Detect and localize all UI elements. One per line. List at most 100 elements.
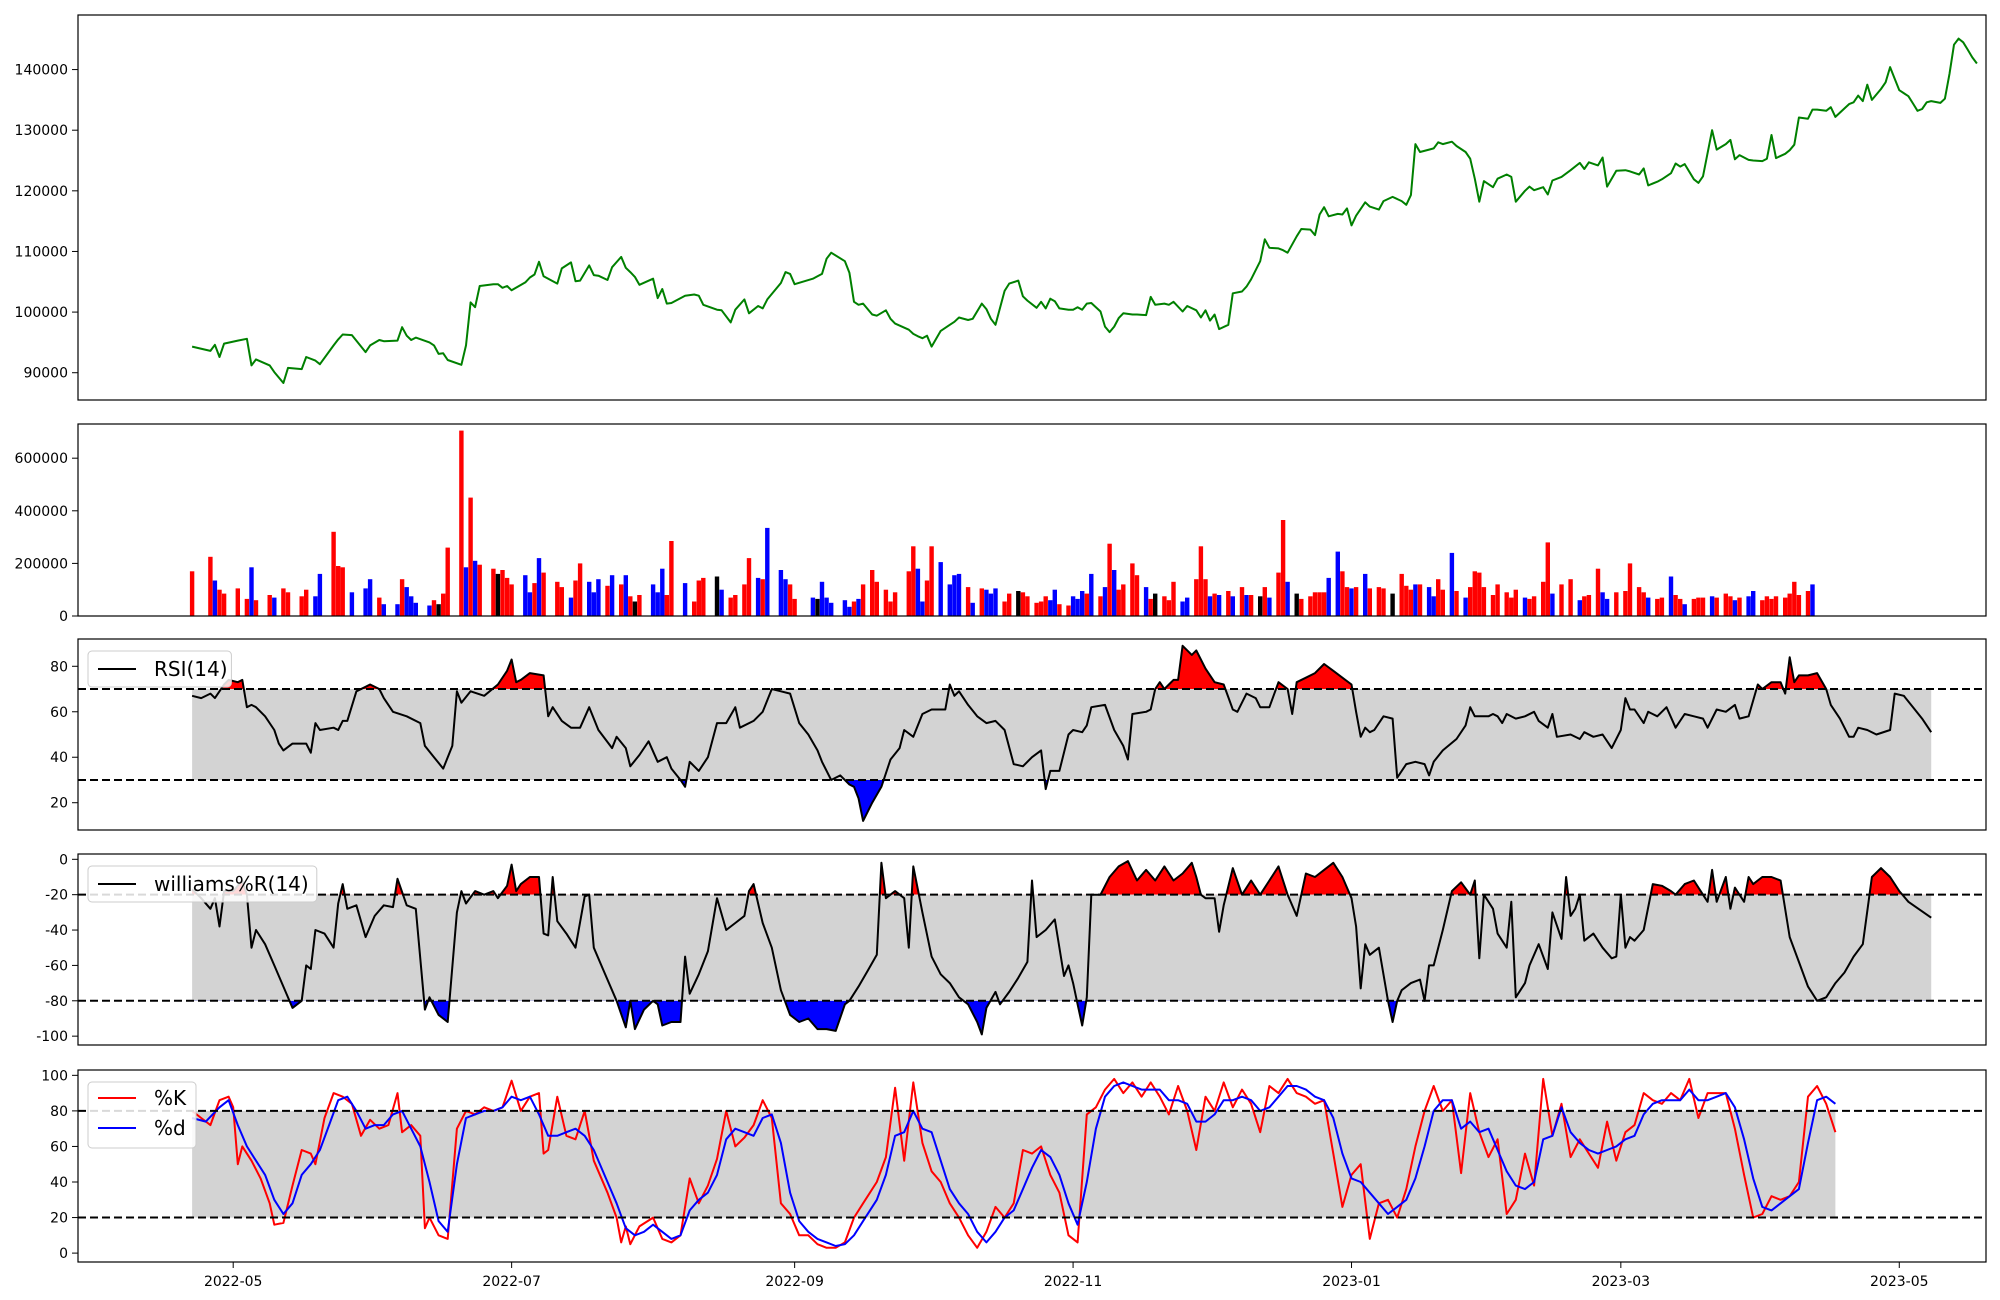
x-tick-label: 2022-07 <box>482 1274 541 1290</box>
volume-bar <box>1344 587 1350 616</box>
volume-bar <box>1449 552 1455 616</box>
volume-bar <box>1796 595 1802 616</box>
volume-bar <box>272 597 277 616</box>
stoch-legend-label: %K <box>154 1086 187 1110</box>
volume-bar <box>221 593 227 616</box>
volume-bar <box>340 567 345 616</box>
volume-bar <box>1226 591 1231 616</box>
volume-bar <box>1577 600 1582 616</box>
volume-bar <box>1089 573 1094 616</box>
volume-bar <box>810 597 816 616</box>
volume-bar <box>1732 600 1738 616</box>
volume-bar <box>596 579 601 616</box>
volume-bar <box>1481 587 1487 616</box>
volume-bar <box>1673 595 1678 616</box>
volume-bar <box>1216 595 1222 616</box>
volume-bar <box>1239 587 1245 616</box>
volume-bar <box>559 587 564 616</box>
williams-y-tick-label: -80 <box>45 994 68 1010</box>
volume-y-tick-label: 600000 <box>15 451 68 467</box>
volume-bar <box>1490 595 1496 616</box>
volume-bar <box>1299 598 1304 616</box>
volume-bar <box>1463 597 1468 616</box>
volume-bar <box>1792 581 1797 616</box>
volume-bar <box>1066 605 1071 616</box>
volume-bar <box>952 575 957 616</box>
volume-bar <box>1363 573 1368 616</box>
x-axis: 2022-05 2022-07 2022-09 2022-11 2023-01 2023-… <box>204 1262 1929 1290</box>
volume-bar <box>847 606 852 616</box>
volume-bar <box>669 541 674 616</box>
volume-bar <box>660 568 665 616</box>
williams-legend-box <box>87 865 318 903</box>
volume-bar <box>787 584 793 616</box>
volume-bar <box>655 592 660 616</box>
williams-legend: williams%R(14) <box>87 865 318 903</box>
stoch-y-tick-label: 40 <box>50 1175 68 1191</box>
volume-bar <box>1308 596 1313 616</box>
volume-bar <box>573 580 578 616</box>
volume-bar <box>1586 595 1592 616</box>
volume-panel: 0 200000 400000 600000 <box>15 423 1987 625</box>
price-y-tick-label: 130000 <box>15 123 68 139</box>
volume-bar <box>1002 601 1007 616</box>
volume-bar <box>1751 591 1756 616</box>
volume-bar <box>1340 571 1345 616</box>
volume-bar <box>1431 596 1436 616</box>
volume-bar <box>856 598 861 616</box>
volume-bar <box>1070 596 1076 616</box>
volume-bar <box>984 589 989 616</box>
volume-bar <box>463 567 469 616</box>
volume-bar <box>1326 577 1331 616</box>
volume-bar <box>1709 596 1715 616</box>
volume-bar <box>367 579 373 616</box>
volume-bar <box>1545 542 1550 616</box>
volume-bar <box>281 588 286 616</box>
volume-bar <box>189 571 195 616</box>
volume-bar <box>1509 597 1514 616</box>
volume-bar <box>555 581 560 616</box>
volume-bar <box>1153 593 1158 616</box>
volume-bar <box>1468 587 1473 616</box>
williams-y-tick-label: -100 <box>36 1029 68 1045</box>
price-y-tick-label: 140000 <box>15 63 68 79</box>
volume-bar <box>609 575 615 616</box>
volume-bar <box>892 592 898 616</box>
volume-bar <box>212 580 218 616</box>
volume-bar <box>1148 598 1153 616</box>
volume-bar <box>1714 597 1719 616</box>
volume-bar <box>1367 588 1372 616</box>
volume-bar <box>1668 576 1674 616</box>
rsi-y-tick-label: 60 <box>50 705 68 721</box>
volume-bar <box>1285 581 1290 616</box>
stoch-y-tick-label: 0 <box>59 1246 68 1262</box>
volume-bar <box>399 579 405 616</box>
williams-y-tick-label: 0 <box>59 852 68 868</box>
volume-bar <box>1143 587 1149 616</box>
volume-bar <box>701 577 706 616</box>
volume-bar <box>317 573 323 616</box>
volume-bar <box>979 588 984 616</box>
volume-bar <box>1116 589 1121 616</box>
volume-bar <box>1080 591 1085 616</box>
volume-bar <box>888 601 893 616</box>
price-axes-frame <box>77 14 1987 401</box>
volume-bar <box>1614 592 1619 616</box>
x-tick-label: 2022-05 <box>204 1274 263 1290</box>
volume-bar <box>1513 589 1518 616</box>
volume-bar <box>1016 591 1021 616</box>
williams-y-tick-label: -40 <box>45 923 68 939</box>
volume-bar <box>883 589 889 616</box>
rsi-y-tick-label: 80 <box>50 659 68 675</box>
volume-bar <box>1682 604 1687 616</box>
stoch-legend: %K %d <box>87 1081 197 1149</box>
volume-bar <box>1746 596 1751 616</box>
volume-bar <box>436 604 441 616</box>
volume-bar <box>523 575 528 616</box>
volume-bar <box>733 595 738 616</box>
volume-bar <box>874 581 879 616</box>
volume-bar <box>536 558 542 616</box>
volume-bar <box>304 589 309 616</box>
price-y-tick-label: 90000 <box>23 366 68 382</box>
volume-bar <box>587 581 592 616</box>
